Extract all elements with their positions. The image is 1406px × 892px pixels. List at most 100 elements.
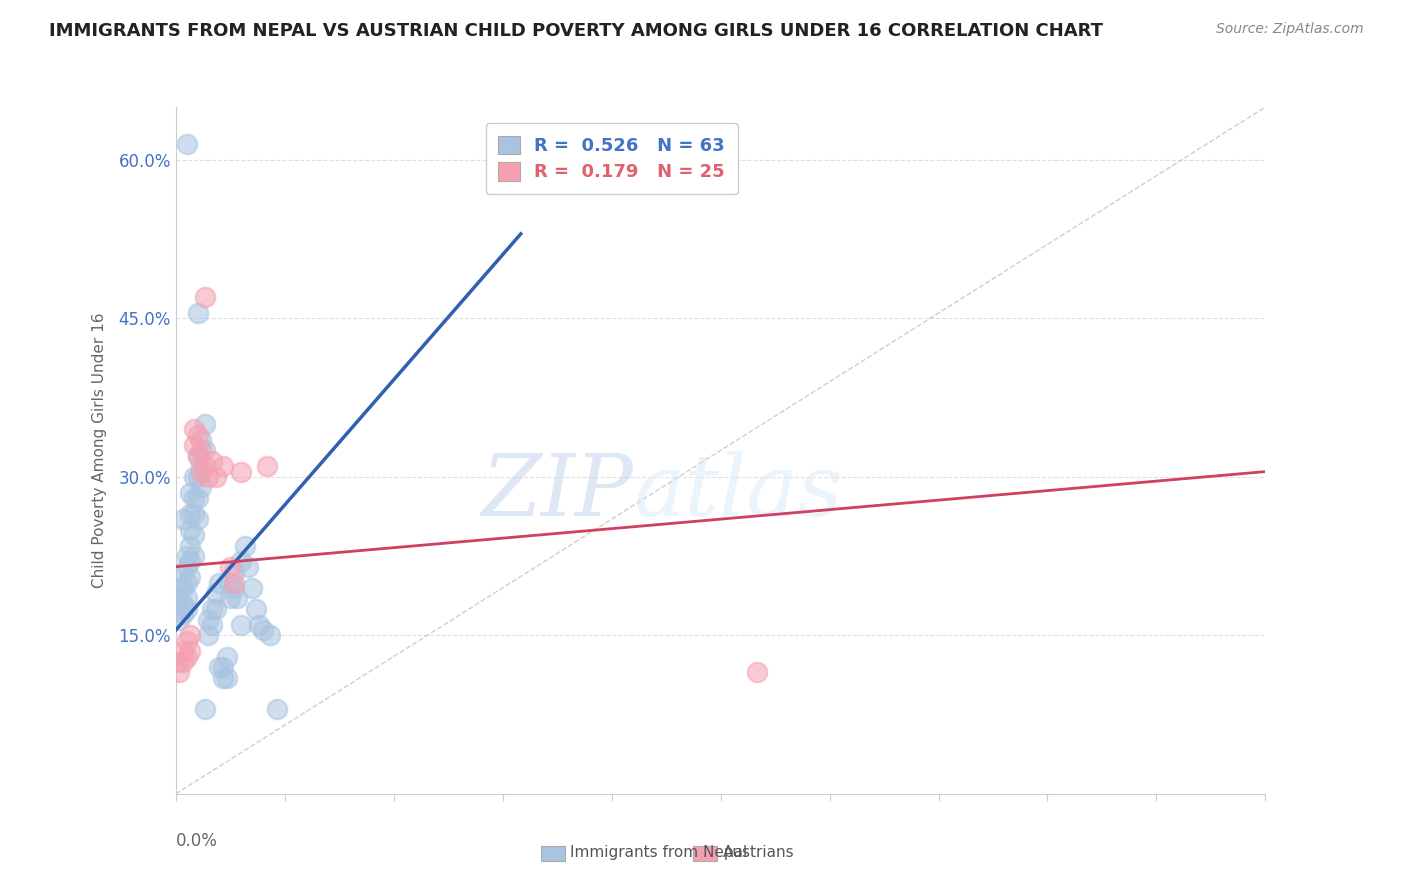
Point — [176, 633, 198, 648]
Point — [190, 465, 212, 479]
Point — [197, 628, 219, 642]
Point — [256, 459, 278, 474]
Point — [238, 559, 260, 574]
Point — [208, 575, 231, 590]
Point — [212, 660, 235, 674]
Point — [226, 591, 249, 606]
Point — [197, 470, 219, 484]
Point — [266, 702, 288, 716]
Point — [186, 449, 209, 463]
Point — [212, 459, 235, 474]
Point — [212, 671, 235, 685]
Point — [197, 613, 219, 627]
Point — [172, 655, 194, 669]
Point — [186, 491, 209, 505]
Point — [252, 623, 274, 637]
Point — [259, 628, 281, 642]
Text: ZIP: ZIP — [481, 450, 633, 533]
Point — [222, 565, 245, 579]
Point — [183, 528, 205, 542]
Point — [169, 581, 191, 595]
Point — [194, 702, 217, 716]
Point — [176, 649, 198, 664]
Point — [179, 539, 201, 553]
Point — [169, 591, 191, 606]
Point — [204, 586, 226, 600]
Point — [169, 602, 191, 616]
Point — [169, 655, 191, 669]
Point — [183, 491, 205, 505]
Point — [190, 480, 212, 494]
Point — [176, 136, 198, 151]
FancyBboxPatch shape — [541, 847, 565, 861]
Point — [172, 581, 194, 595]
Point — [172, 565, 194, 579]
Point — [183, 470, 205, 484]
Point — [745, 665, 768, 680]
Point — [186, 449, 209, 463]
Point — [176, 559, 198, 574]
Point — [172, 597, 194, 611]
Point — [201, 602, 224, 616]
Legend: R =  0.526   N = 63, R =  0.179   N = 25: R = 0.526 N = 63, R = 0.179 N = 25 — [485, 123, 738, 194]
Point — [176, 575, 198, 590]
Text: Austrians: Austrians — [723, 845, 794, 860]
Text: atlas: atlas — [633, 450, 842, 533]
Text: Immigrants from Nepal: Immigrants from Nepal — [571, 845, 748, 860]
Point — [179, 554, 201, 568]
Point — [183, 549, 205, 563]
Point — [204, 602, 226, 616]
Text: 0.0%: 0.0% — [176, 831, 218, 850]
FancyBboxPatch shape — [693, 847, 717, 861]
Point — [172, 644, 194, 658]
Point — [194, 417, 217, 431]
Point — [231, 554, 253, 568]
Point — [169, 613, 191, 627]
Point — [201, 617, 224, 632]
Point — [201, 454, 224, 468]
Text: Source: ZipAtlas.com: Source: ZipAtlas.com — [1216, 22, 1364, 37]
Point — [222, 575, 245, 590]
Point — [179, 523, 201, 537]
Point — [190, 443, 212, 458]
Point — [231, 465, 253, 479]
Point — [194, 443, 217, 458]
Point — [169, 665, 191, 680]
Point — [179, 485, 201, 500]
Point — [186, 306, 209, 320]
Point — [219, 575, 242, 590]
Point — [222, 581, 245, 595]
Point — [231, 617, 253, 632]
Point — [219, 559, 242, 574]
Point — [194, 459, 217, 474]
Point — [215, 671, 238, 685]
Point — [183, 438, 205, 452]
Point — [176, 602, 198, 616]
Point — [176, 591, 198, 606]
Point — [179, 628, 201, 642]
Point — [194, 290, 217, 304]
Point — [186, 470, 209, 484]
Text: IMMIGRANTS FROM NEPAL VS AUSTRIAN CHILD POVERTY AMONG GIRLS UNDER 16 CORRELATION: IMMIGRANTS FROM NEPAL VS AUSTRIAN CHILD … — [49, 22, 1104, 40]
Point — [190, 433, 212, 447]
Point — [247, 617, 270, 632]
Point — [186, 427, 209, 442]
Point — [219, 591, 242, 606]
Point — [176, 549, 198, 563]
Point — [179, 507, 201, 521]
Point — [183, 422, 205, 436]
Point — [240, 581, 263, 595]
Point — [172, 607, 194, 622]
Point — [179, 644, 201, 658]
Point — [183, 507, 205, 521]
Y-axis label: Child Poverty Among Girls Under 16: Child Poverty Among Girls Under 16 — [93, 313, 107, 588]
Point — [215, 649, 238, 664]
Point — [204, 470, 226, 484]
Point — [208, 660, 231, 674]
Point — [179, 570, 201, 584]
Point — [233, 539, 256, 553]
Point — [245, 602, 267, 616]
Point — [186, 512, 209, 526]
Point — [190, 459, 212, 474]
Point — [172, 512, 194, 526]
